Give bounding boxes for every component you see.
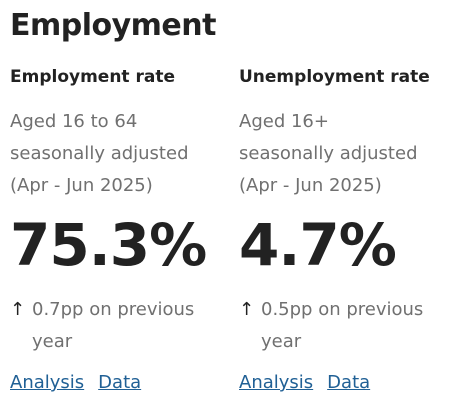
links: Analysis Data xyxy=(239,370,449,396)
stat-change: ↑ 0.7pp on previous year xyxy=(10,294,220,358)
stat-card: Unemployment rate Aged 16+ seasonally ad… xyxy=(239,64,449,396)
stat-change: ↑ 0.5pp on previous year xyxy=(239,294,449,358)
analysis-link[interactable]: Analysis xyxy=(10,372,85,393)
stat-description: Aged 16+ seasonally adjusted (Apr - Jun … xyxy=(239,111,418,196)
up-arrow-icon: ↑ xyxy=(10,299,26,320)
data-link[interactable]: Data xyxy=(98,372,142,393)
change-text: 0.7pp on previous year xyxy=(32,299,195,352)
section-title: Employment xyxy=(10,8,216,43)
up-arrow-icon: ↑ xyxy=(239,299,255,320)
stat-heading: Employment rate xyxy=(10,67,175,87)
data-link[interactable]: Data xyxy=(327,372,371,393)
stat-card: Employment rate Aged 16 to 64 seasonally… xyxy=(10,64,220,396)
stat-heading: Unemployment rate xyxy=(239,67,430,87)
links: Analysis Data xyxy=(10,370,220,396)
analysis-link[interactable]: Analysis xyxy=(239,372,314,393)
change-text: 0.5pp on previous year xyxy=(261,299,424,352)
stat-description: Aged 16 to 64 seasonally adjusted (Apr -… xyxy=(10,111,189,196)
stat-value: 75.3% xyxy=(10,211,207,279)
stat-value: 4.7% xyxy=(239,211,397,279)
